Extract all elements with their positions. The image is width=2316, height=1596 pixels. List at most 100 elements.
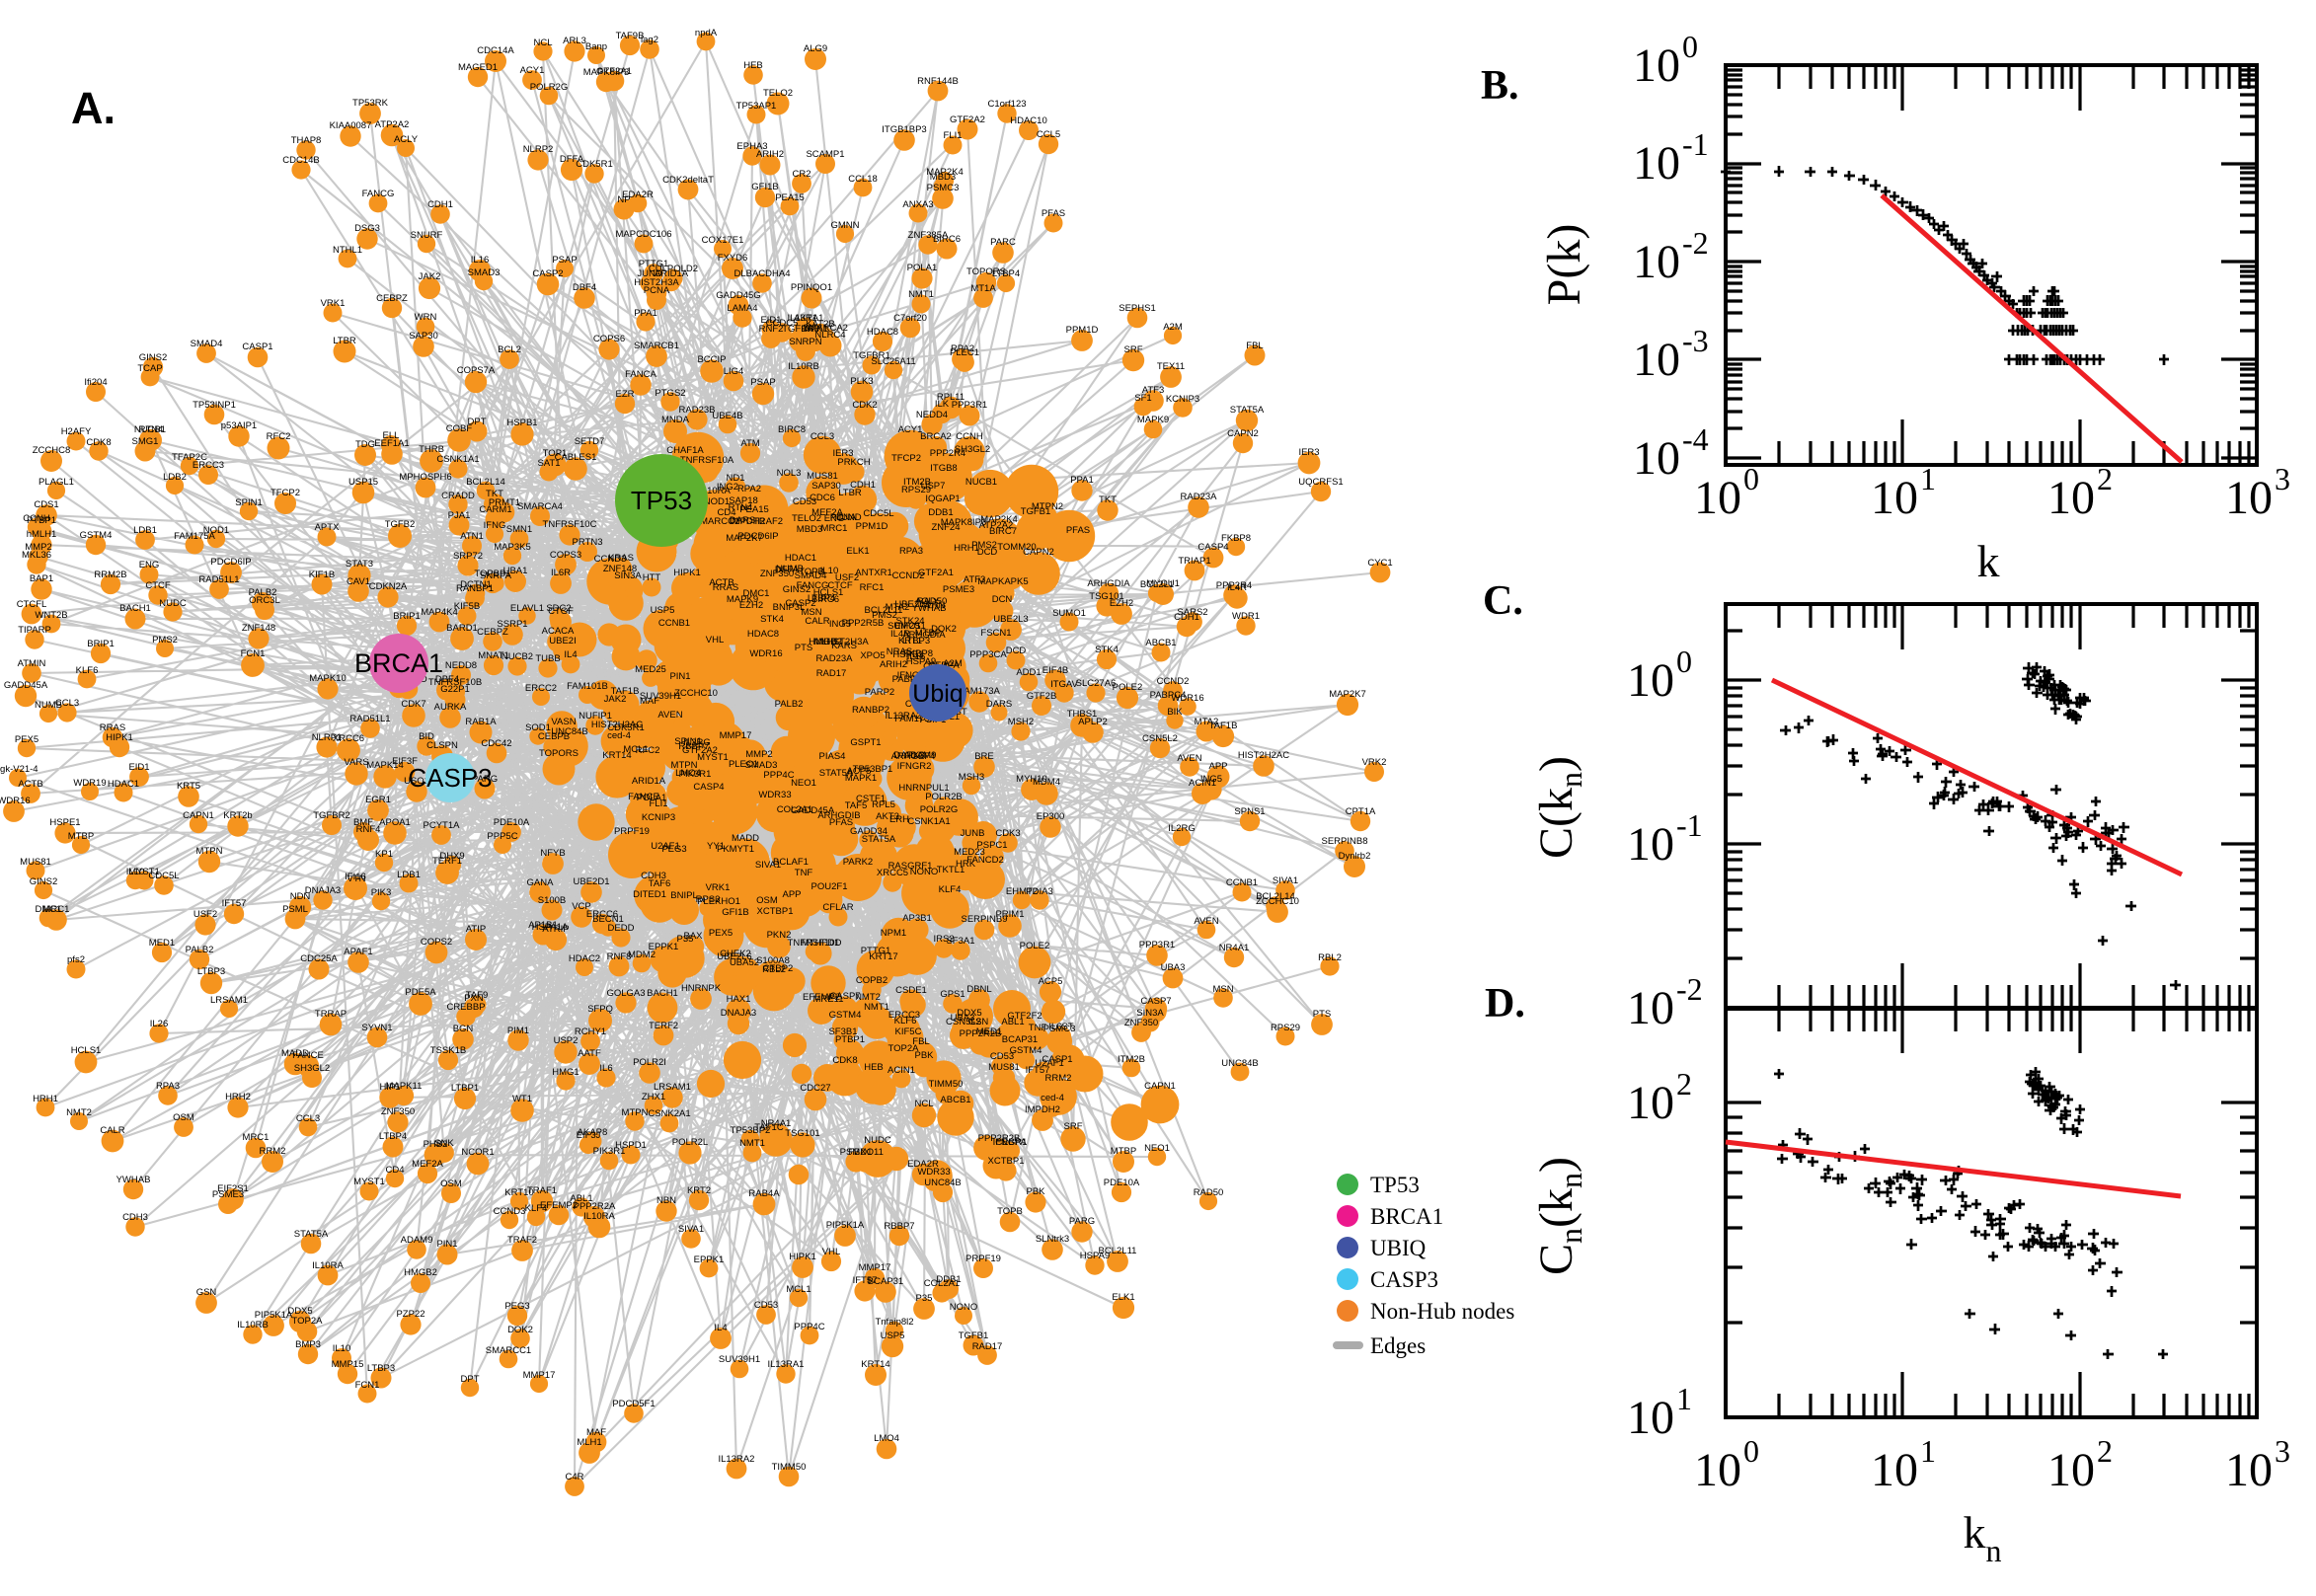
svg-text:IFT57: IFT57 [1026,1065,1050,1076]
svg-text:PTGS2: PTGS2 [655,388,685,399]
svg-text:GADD45A: GADD45A [791,805,835,816]
svg-text:SAP18: SAP18 [729,495,758,506]
svg-text:KLF4: KLF4 [525,1203,548,1214]
svg-text:A2M: A2M [943,658,963,669]
svg-text:TGFB2: TGFB2 [385,519,416,530]
svg-text:XCTBP1: XCTBP1 [757,906,794,917]
svg-text:KP1: KP1 [375,849,393,860]
svg-text:SPIN1: SPIN1 [674,736,701,747]
svg-text:TGFBR2: TGFBR2 [313,810,349,821]
svg-text:USP15: USP15 [348,477,378,488]
svg-text:CASP3: CASP3 [1370,1267,1438,1292]
svg-text:TRAF2: TRAF2 [507,1235,537,1246]
svg-text:DCTN1: DCTN1 [460,579,492,590]
svg-text:SERPINB9: SERPINB9 [962,914,1008,925]
svg-text:BCL2: BCL2 [498,344,521,355]
svg-text:NONO: NONO [910,867,939,877]
svg-text:SCAMP1: SCAMP1 [806,149,844,160]
svg-text:CDC5L: CDC5L [863,508,893,519]
svg-text:TOPORS: TOPORS [966,266,1006,277]
svg-text:RAD17: RAD17 [972,1341,1003,1352]
svg-text:GSTM4: GSTM4 [1010,1045,1042,1056]
svg-text:TKTL1: TKTL1 [937,865,965,875]
svg-text:PPM1D: PPM1D [856,521,888,532]
svg-text:BRCA2: BRCA2 [920,431,952,442]
svg-text:AVEN: AVEN [1177,753,1201,764]
svg-text:CD4: CD4 [717,507,735,518]
svg-text:CASP1: CASP1 [1042,1054,1072,1065]
svg-text:PMS2: PMS2 [971,540,997,551]
svg-text:CCNB1: CCNB1 [658,618,690,629]
svg-text:STAT5A: STAT5A [862,834,896,845]
svg-text:DFFA: DFFA [775,565,800,575]
svg-text:npdA: npdA [695,28,718,38]
svg-text:TKT: TKT [486,489,503,499]
svg-text:RAD50: RAD50 [917,596,948,607]
svg-text:WDR16: WDR16 [1171,693,1203,704]
svg-text:CDK2deltaT: CDK2deltaT [662,175,714,186]
svg-text:CDK8: CDK8 [832,1055,857,1066]
svg-text:GSPT1: GSPT1 [850,737,881,748]
svg-text:PDE5A: PDE5A [405,987,436,998]
svg-text:MBD3: MBD3 [930,172,956,183]
svg-text:Igk-V21-4: Igk-V21-4 [0,764,39,775]
svg-text:MMP17: MMP17 [859,1262,891,1273]
svg-text:LMO4: LMO4 [874,1433,899,1444]
svg-text:Cn(kn): Cn(kn) [1530,1157,1588,1275]
svg-text:IFNGR1: IFNGR1 [993,1137,1028,1148]
svg-text:RPA2: RPA2 [951,343,974,354]
svg-text:CAPN1: CAPN1 [1144,1081,1176,1092]
svg-text:RBL2: RBL2 [762,964,786,975]
svg-text:BRIP1: BRIP1 [87,639,114,649]
svg-text:WT1: WT1 [512,1094,532,1104]
svg-text:PIK3: PIK3 [371,887,392,898]
svg-text:EP300: EP300 [1037,811,1065,822]
svg-text:SIVA1: SIVA1 [678,1224,704,1235]
svg-text:PSML: PSML [282,904,308,915]
svg-text:UNC84B: UNC84B [551,726,588,737]
svg-text:VASN: VASN [551,717,576,727]
svg-text:RTN4: RTN4 [729,502,753,513]
svg-text:SLNtrk3: SLNtrk3 [1036,1234,1069,1245]
svg-text:0: 0 [1743,1433,1759,1469]
svg-text:FLI1: FLI1 [649,798,667,809]
svg-text:IL2RG: IL2RG [1168,823,1195,834]
svg-text:SMARCC1: SMARCC1 [694,516,739,527]
svg-text:TSSK1B: TSSK1B [430,1045,466,1056]
svg-text:SAT1: SAT1 [537,458,560,469]
svg-text:AKT3: AKT3 [876,811,899,822]
svg-text:USP7: USP7 [921,481,946,492]
svg-text:THRB: THRB [419,444,444,455]
svg-text:10: 10 [2225,472,2273,524]
svg-text:COPS3: COPS3 [550,550,581,561]
svg-text:OSM: OSM [440,1178,462,1189]
svg-text:FANCE: FANCE [292,1050,324,1061]
svg-text:RRM2: RRM2 [1045,1073,1072,1084]
svg-text:TGFB1: TGFB1 [1021,506,1051,517]
svg-text:KLF4: KLF4 [939,884,962,895]
svg-text:ACY1: ACY1 [520,65,545,76]
svg-text:NMT1: NMT1 [739,1138,765,1149]
svg-text:ABCB1: ABCB1 [1145,638,1176,648]
svg-text:POLR2B: POLR2B [925,792,963,802]
svg-text:SIVA1: SIVA1 [1273,875,1298,886]
svg-text:NOD1: NOD1 [203,525,229,536]
svg-text:ZCCHC10: ZCCHC10 [1256,896,1299,907]
svg-text:SIN3A: SIN3A [614,570,642,581]
svg-text:TP53: TP53 [1370,1173,1420,1197]
svg-text:SDC2: SDC2 [546,603,571,614]
svg-text:PPP4C: PPP4C [763,770,794,781]
svg-text:PRIM1: PRIM1 [995,909,1024,920]
svg-text:PSMC3: PSMC3 [927,183,960,193]
svg-text:UBE2L3: UBE2L3 [894,599,929,610]
svg-text:10: 10 [1633,137,1680,190]
svg-text:MCL1: MCL1 [623,744,648,755]
svg-text:HSPA1A: HSPA1A [532,922,569,933]
svg-text:HSPB1: HSPB1 [506,418,537,428]
svg-text:KIF1B: KIF1B [309,570,335,580]
svg-text:MKL36: MKL36 [22,550,51,561]
svg-text:FAM175A: FAM175A [174,531,215,542]
svg-text:-4: -4 [1682,421,1709,457]
svg-text:PCYT1A: PCYT1A [424,820,461,831]
svg-text:JUND: JUND [836,512,861,523]
